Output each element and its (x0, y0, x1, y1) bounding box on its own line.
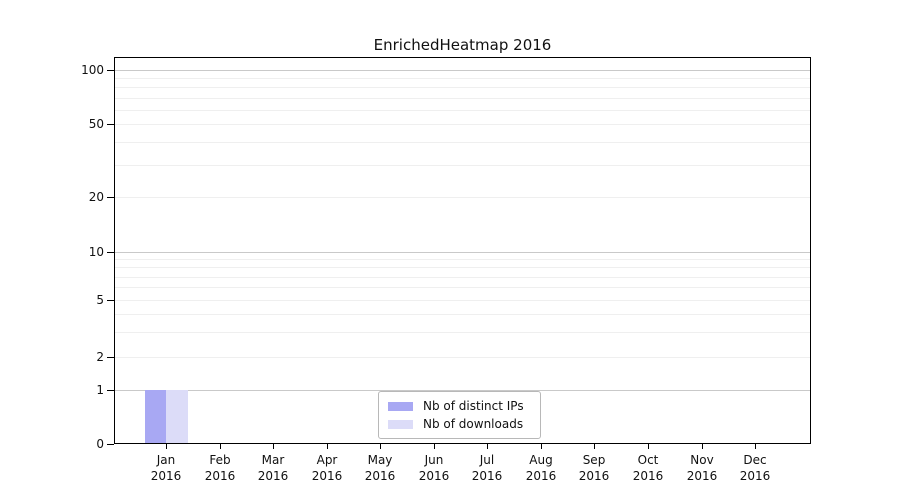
x-tick-mark-mar (273, 444, 274, 449)
x-tick-month-mar: Mar (261, 453, 285, 467)
x-tick-year-jul: 2016 (471, 469, 503, 483)
x-tick-label-jul: Jul 2016 (455, 452, 519, 484)
gridline-major-100 (115, 70, 810, 71)
x-tick-mark-jul (487, 444, 488, 449)
x-tick-mark-jan (166, 444, 167, 449)
gridline-minor-4 (115, 314, 810, 315)
y-tick-label-0: 0 (96, 437, 104, 451)
chart-title: EnrichedHeatmap 2016 (373, 36, 552, 54)
x-tick-mark-nov (702, 444, 703, 449)
x-tick-mark-may (380, 444, 381, 449)
y-tick-label-1: 1 (96, 383, 104, 397)
x-tick-month-oct: Oct (637, 453, 659, 467)
gridline-minor-40 (115, 142, 810, 143)
x-tick-mark-aug (541, 444, 542, 449)
x-tick-mark-dec (755, 444, 756, 449)
gridline-minor-6 (115, 287, 810, 288)
x-tick-label-may: May 2016 (348, 452, 412, 484)
x-tick-month-may: May (367, 453, 393, 467)
x-tick-label-apr: Apr 2016 (295, 452, 359, 484)
legend-row-0: Nb of distinct IPs (388, 397, 531, 415)
gridline-minor-3 (115, 332, 810, 333)
plot-area: Nb of distinct IPs Nb of downloads (114, 57, 811, 444)
x-tick-label-sep: Sep 2016 (562, 452, 626, 484)
gridline-minor-80 (115, 87, 810, 88)
gridline-minor-60 (115, 110, 810, 111)
y-tick-label-2: 2 (96, 350, 104, 364)
x-tick-year-sep: 2016 (578, 469, 610, 483)
x-tick-year-dec: 2016 (739, 469, 771, 483)
y-tick-mark-10 (107, 252, 114, 253)
x-tick-mark-jun (434, 444, 435, 449)
y-tick-label-50: 50 (88, 117, 104, 131)
x-tick-month-dec: Dec (743, 453, 767, 467)
y-tick-label-5: 5 (96, 293, 104, 307)
gridline-minor-30 (115, 165, 810, 166)
bar-downloads-jan (166, 390, 188, 443)
y-tick-mark-1 (107, 390, 114, 391)
y-tick-mark-20 (107, 197, 114, 198)
x-tick-month-jun: Jun (424, 453, 444, 467)
legend-label-1: Nb of downloads (423, 417, 524, 431)
x-tick-mark-oct (648, 444, 649, 449)
x-tick-year-jun: 2016 (418, 469, 450, 483)
x-tick-month-jul: Jul (479, 453, 495, 467)
y-tick-mark-2 (107, 357, 114, 358)
bar-distinct-ips-jan (144, 390, 166, 443)
gridline-minor-5 (115, 300, 810, 301)
x-tick-month-nov: Nov (690, 453, 714, 467)
x-tick-label-feb: Feb 2016 (188, 452, 252, 484)
y-tick-mark-50 (107, 124, 114, 125)
x-tick-mark-feb (220, 444, 221, 449)
x-tick-month-jan: Jan (156, 453, 176, 467)
y-tick-mark-0 (107, 444, 114, 445)
x-tick-label-oct: Oct 2016 (616, 452, 680, 484)
y-tick-label-100: 100 (81, 63, 104, 77)
x-tick-month-aug: Aug (529, 453, 553, 467)
x-tick-year-nov: 2016 (686, 469, 718, 483)
x-tick-label-jan: Jan 2016 (134, 452, 198, 484)
legend: Nb of distinct IPs Nb of downloads (378, 391, 541, 439)
x-tick-label-mar: Mar 2016 (241, 452, 305, 484)
gridline-major-10 (115, 252, 810, 253)
x-tick-year-may: 2016 (364, 469, 396, 483)
x-tick-month-sep: Sep (582, 453, 606, 467)
x-tick-month-apr: Apr (316, 453, 338, 467)
x-tick-mark-sep (594, 444, 595, 449)
x-tick-mark-apr (327, 444, 328, 449)
x-tick-label-dec: Dec 2016 (723, 452, 787, 484)
y-tick-label-20: 20 (88, 190, 104, 204)
y-tick-mark-100 (107, 70, 114, 71)
gridline-minor-20 (115, 197, 810, 198)
x-tick-year-feb: 2016 (204, 469, 236, 483)
x-tick-label-aug: Aug 2016 (509, 452, 573, 484)
gridline-minor-7 (115, 277, 810, 278)
x-tick-month-feb: Feb (209, 453, 231, 467)
gridline-minor-90 (115, 78, 810, 79)
x-tick-year-aug: 2016 (525, 469, 557, 483)
x-tick-year-oct: 2016 (632, 469, 664, 483)
x-tick-label-nov: Nov 2016 (670, 452, 734, 484)
gridline-minor-9 (115, 259, 810, 260)
y-tick-mark-5 (107, 300, 114, 301)
x-tick-year-jan: 2016 (150, 469, 182, 483)
legend-label-0: Nb of distinct IPs (423, 399, 524, 413)
gridline-minor-70 (115, 98, 810, 99)
legend-row-1: Nb of downloads (388, 415, 531, 433)
x-tick-year-mar: 2016 (257, 469, 289, 483)
x-tick-year-apr: 2016 (311, 469, 343, 483)
gridline-minor-50 (115, 124, 810, 125)
legend-swatch-icon (388, 419, 413, 429)
gridline-minor-2 (115, 357, 810, 358)
gridline-minor-8 (115, 267, 810, 268)
legend-swatch-icon (388, 401, 413, 411)
y-tick-label-10: 10 (88, 245, 104, 259)
gridline-major-1 (115, 390, 810, 391)
x-tick-label-jun: Jun 2016 (402, 452, 466, 484)
